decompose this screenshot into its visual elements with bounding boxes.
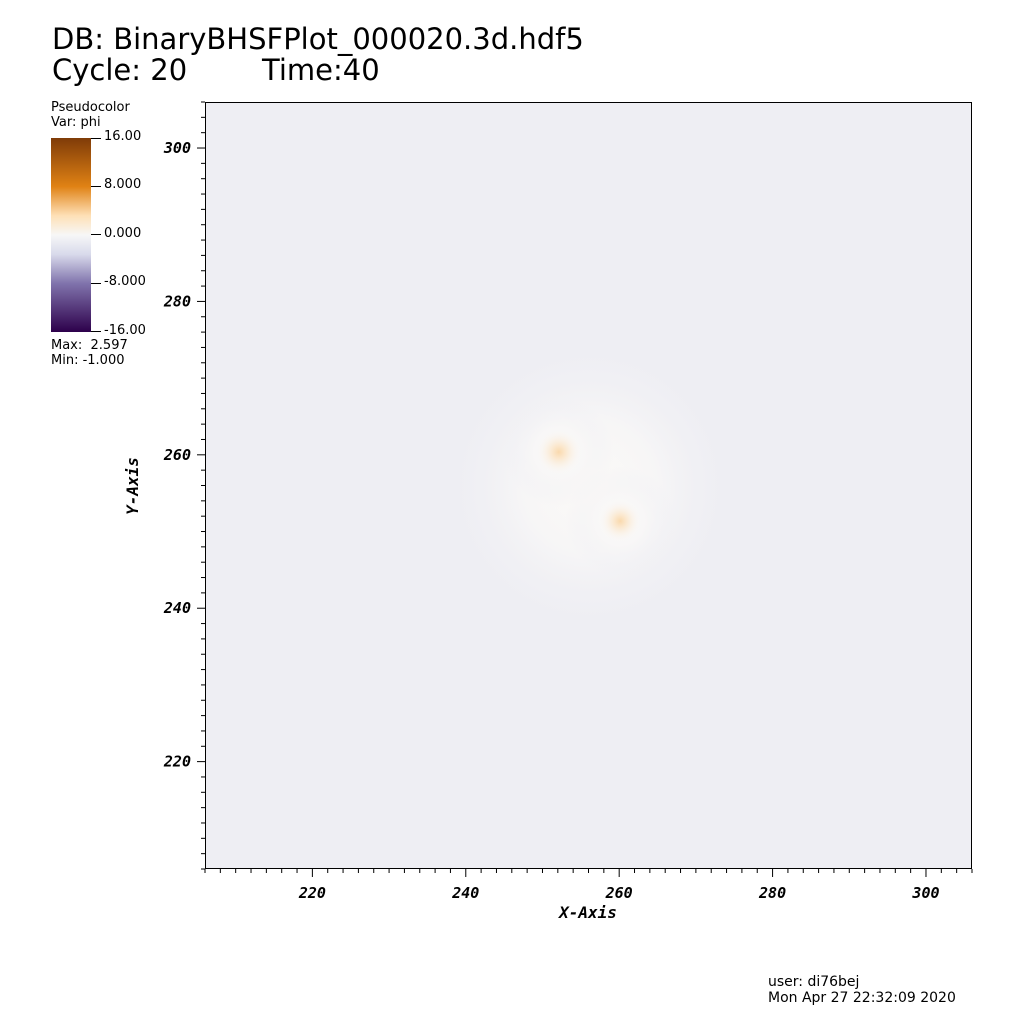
black-hole-2 <box>599 500 641 542</box>
colorbar-tick <box>91 283 101 284</box>
x-tick-label: 220 <box>298 884 326 902</box>
footer-timestamp: Mon Apr 27 22:32:09 2020 <box>768 990 956 1006</box>
colorbar-label: -8.000 <box>104 274 146 289</box>
colorbar-label: 8.000 <box>104 177 142 192</box>
y-tick-label: 280 <box>163 292 191 310</box>
colorbar-tick <box>91 234 101 235</box>
legend-variable: Var: phi <box>51 115 101 130</box>
footer-user: user: di76bej <box>768 974 860 990</box>
database-title: DB: BinaryBHSFPlot_000020.3d.hdf5 <box>52 22 584 56</box>
y-tick-label: 240 <box>163 599 191 617</box>
y-tick-label: 220 <box>163 753 191 771</box>
colorbar <box>51 138 91 332</box>
legend-plot-type: Pseudocolor <box>51 100 130 115</box>
colorbar-tick <box>91 331 101 332</box>
colorbar-label-zero: 0.000 <box>104 226 142 241</box>
legend-min-value: Min: -1.000 <box>51 353 125 368</box>
legend-max-value: Max: 2.597 <box>51 338 128 353</box>
plot-area <box>205 102 972 869</box>
colorbar-tick <box>91 138 101 139</box>
y-tick-label: 260 <box>163 446 191 464</box>
time-label: Time:40 <box>262 53 380 87</box>
y-axis: 220 240 260 280 300 <box>163 101 205 870</box>
colorbar-label-min: -16.00 <box>104 323 146 338</box>
x-tick-label: 300 <box>911 884 939 902</box>
y-tick-label: 300 <box>163 139 191 157</box>
x-tick-label: 280 <box>758 884 786 902</box>
x-tick-label: 240 <box>451 884 479 902</box>
black-hole-1 <box>536 429 581 474</box>
x-axis-title: X-Axis <box>557 903 617 922</box>
colorbar-label-max: 16.00 <box>104 129 142 144</box>
x-tick-label: 260 <box>605 884 633 902</box>
y-axis-title: Y-Axis <box>123 457 142 515</box>
colorbar-tick <box>91 186 101 187</box>
cycle-label: Cycle: 20 <box>52 53 188 87</box>
x-axis: 220 240 260 280 300 <box>204 869 973 902</box>
field-heatmap <box>439 336 740 637</box>
